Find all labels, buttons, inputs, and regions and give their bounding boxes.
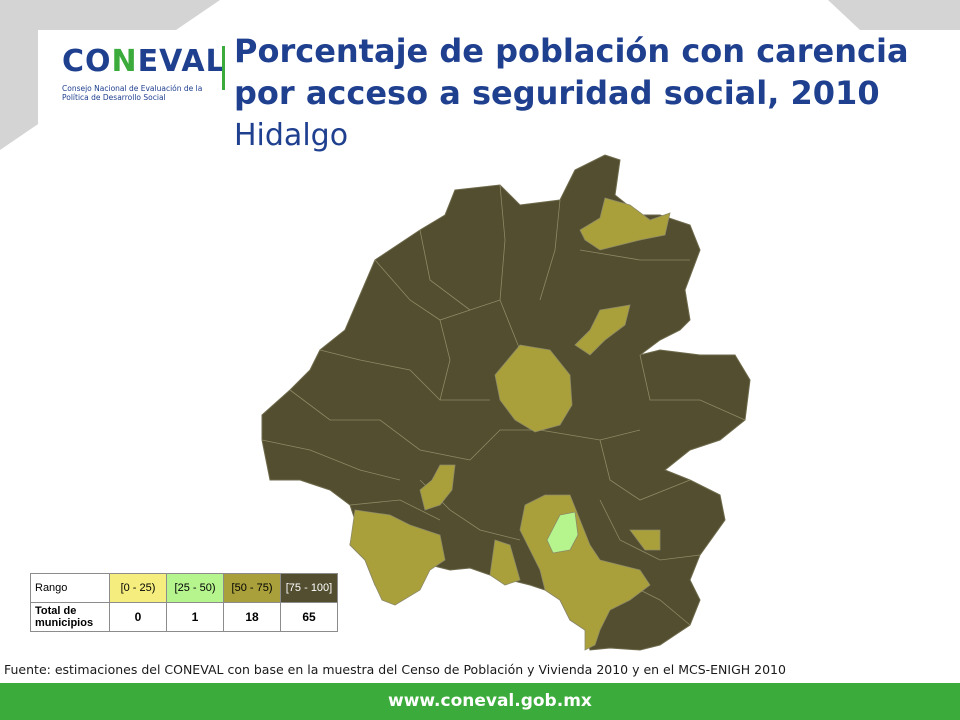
legend-count-2: 18 — [223, 602, 281, 632]
legend-range-2: [50 - 75) — [223, 573, 281, 603]
legend-range-1: [25 - 50) — [166, 573, 224, 603]
map-region-25-50 — [546, 511, 579, 554]
legend-count-1: 1 — [166, 602, 224, 632]
legend-range-0: [0 - 25) — [109, 573, 167, 603]
legend-range-3: [75 - 100] — [280, 573, 338, 603]
legend-table: Rango [0 - 25) [25 - 50) [50 - 75) [75 -… — [30, 573, 338, 632]
footer-url-link[interactable]: www.coneval.gob.mx — [388, 691, 592, 711]
logo-subtitle: Consejo Nacional de Evaluación de la Pol… — [62, 84, 203, 102]
source-note: Fuente: estimaciones del CONEVAL con bas… — [4, 662, 786, 677]
title-accent-bar — [222, 46, 225, 90]
legend-header-label: Rango — [30, 573, 110, 603]
coneval-logo: CONEVAL — [62, 44, 226, 79]
page-title: Porcentaje de población con carencia por… — [234, 32, 909, 112]
legend-count-3: 65 — [280, 602, 338, 632]
logo-panel — [38, 30, 218, 150]
footer-bar: www.coneval.gob.mx — [0, 683, 960, 720]
state-name: Hidalgo — [234, 118, 349, 153]
corner-decoration-right — [828, 0, 960, 30]
legend-count-0: 0 — [109, 602, 167, 632]
legend-count-label: Total de municipios — [30, 602, 110, 632]
